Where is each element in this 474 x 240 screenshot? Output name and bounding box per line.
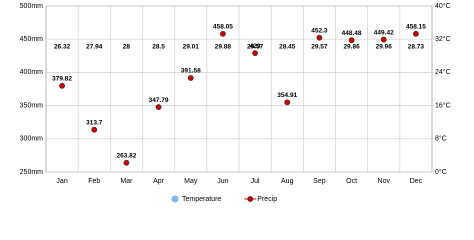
temperature-label: 26.32 — [54, 44, 71, 51]
x-tick-label: Aug — [281, 178, 294, 185]
y2-tick-label: 16°C — [435, 101, 451, 109]
y2-tick-label: 40°C — [435, 2, 451, 10]
temperature-label: 29.01 — [183, 44, 200, 51]
precip-point — [284, 99, 291, 106]
precip-label: 313.7 — [86, 119, 103, 126]
y-tick-label: 400mm — [20, 69, 44, 76]
precip-label: 391.58 — [181, 68, 201, 75]
precip-point — [220, 30, 226, 37]
precip-label: 448.48 — [342, 30, 362, 37]
x-tick-label: Feb — [88, 178, 100, 185]
temperature-label: 28 — [123, 44, 131, 51]
y2-tick-label: 32°C — [435, 35, 451, 43]
precip-point — [155, 104, 162, 110]
precip-point — [59, 82, 65, 89]
x-tick-label: Jun — [217, 178, 228, 185]
temperature-label: 29.88 — [215, 44, 232, 51]
temperature-label: 29.86 — [343, 44, 360, 51]
temperature-label: 28.5 — [152, 44, 165, 51]
x-tick-label: Mar — [120, 178, 133, 185]
x-tick-label: Oct — [346, 178, 357, 185]
x-tick-label: Dec — [410, 178, 423, 185]
legend-label: Precip — [257, 196, 277, 203]
legend-swatch — [247, 196, 254, 202]
legend-swatch — [171, 195, 179, 203]
precip-point — [123, 159, 130, 166]
precip-label: 429 — [250, 43, 261, 50]
precip-point — [252, 50, 258, 57]
precip-label: 458.15 — [406, 24, 426, 31]
temperature-label: 27.94 — [86, 44, 103, 51]
chart: 250mm 300mm 350mm 400mm 450mm 500mm 0°C 8°C 16°C… — [20, 2, 451, 203]
y-tick-label: 350mm — [20, 102, 44, 109]
y-tick-label: 500mm — [20, 3, 44, 10]
temperature-label: 28.45 — [279, 44, 296, 51]
x-tick-label: Apr — [153, 178, 165, 185]
precip-point — [348, 37, 355, 44]
temperature-label: 29.96 — [376, 44, 393, 51]
precip-label: 449.42 — [374, 29, 394, 36]
y-tick-label: 300mm — [20, 136, 44, 143]
precip-label: 354.91 — [277, 92, 297, 99]
legend-label: Temperature — [182, 196, 221, 203]
x-tick-label: Jul — [251, 178, 260, 185]
precip-label: 379.82 — [52, 76, 72, 83]
precip-point — [316, 34, 323, 41]
x-tick-label: Nov — [378, 178, 391, 185]
precip-point — [380, 36, 387, 43]
precip-label: 452.3 — [311, 27, 328, 34]
y-tick-label: 450mm — [20, 36, 44, 43]
temperature-label: 28.73 — [408, 44, 425, 51]
precip-label: 458.05 — [213, 24, 233, 31]
x-tick-label: May — [184, 178, 198, 185]
precip-label: 263.82 — [116, 153, 136, 160]
temperature-label: 29.57 — [247, 44, 264, 51]
y-tick-label: 250mm — [20, 169, 44, 176]
precip-point — [91, 126, 98, 133]
temperature-label: 29.57 — [311, 44, 328, 51]
y2-tick-label: 24°C — [435, 68, 451, 76]
x-tick-label: Jan — [56, 178, 67, 185]
precip-label: 347.79 — [149, 97, 169, 104]
x-tick-label: Sep — [313, 178, 326, 185]
precip-point — [413, 30, 419, 37]
y2-tick-label: 0°C — [435, 168, 447, 176]
precip-point — [187, 75, 194, 81]
y2-tick-label: 8°C — [435, 135, 447, 143]
